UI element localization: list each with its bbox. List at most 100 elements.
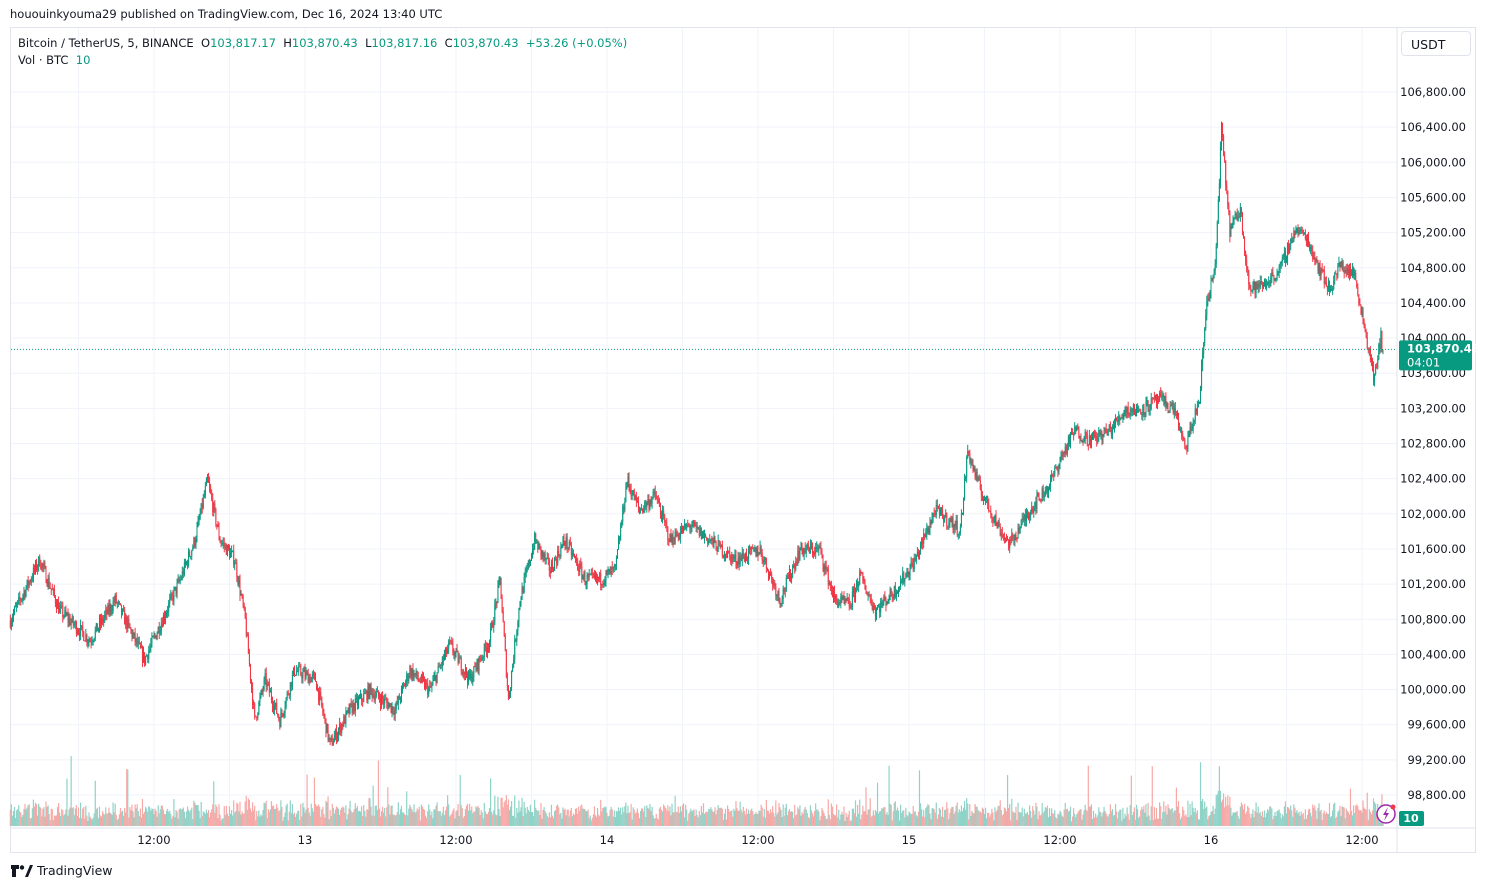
candle: [1258, 280, 1260, 293]
candle: [915, 554, 917, 565]
candle-body: [1153, 397, 1155, 399]
candle: [1121, 414, 1123, 419]
candle-body: [1232, 220, 1234, 225]
candle: [90, 636, 92, 649]
candle-body: [580, 563, 582, 567]
candle-body: [644, 501, 646, 509]
candle: [994, 514, 996, 527]
candle-body: [624, 502, 626, 511]
candle: [934, 510, 936, 518]
volume-bar: [140, 817, 143, 826]
volume-bar: [562, 807, 564, 826]
candle: [1191, 423, 1193, 432]
candle-body: [821, 548, 823, 556]
candle: [280, 707, 282, 728]
currency-button[interactable]: USDT: [1401, 31, 1471, 56]
candle-body: [675, 531, 677, 537]
candle: [1077, 423, 1079, 430]
candle-body: [1092, 434, 1094, 438]
candle-body: [438, 666, 440, 668]
candle: [465, 667, 467, 679]
volume-bar: [624, 806, 626, 826]
candle: [1107, 428, 1109, 437]
candle-body: [1150, 398, 1152, 409]
candle: [1252, 281, 1254, 294]
candle-body: [1233, 218, 1235, 221]
volume-bar: [1134, 819, 1137, 826]
candle-body: [1040, 500, 1042, 502]
candle: [421, 671, 423, 684]
candle-body: [384, 698, 386, 704]
candle: [1111, 424, 1113, 440]
volume-bar: [287, 820, 289, 826]
chart-frame[interactable]: [10, 27, 1476, 853]
candle: [870, 593, 872, 606]
candle: [942, 504, 944, 520]
candle-body: [682, 528, 683, 533]
candle-body: [860, 571, 862, 573]
volume-bar: [590, 820, 592, 826]
volume-bar: [348, 808, 350, 826]
candle: [1079, 435, 1081, 444]
candle-body: [74, 622, 76, 625]
candle-body: [502, 611, 504, 623]
volume-bar: [522, 816, 524, 826]
candle: [797, 545, 799, 567]
candle: [1209, 290, 1211, 302]
candle: [234, 559, 236, 571]
volume-bar: [1085, 809, 1087, 826]
candle: [95, 622, 97, 633]
symbol-label[interactable]: Bitcoin / TetherUS, 5, BINANCE: [18, 36, 194, 50]
candle: [857, 578, 859, 591]
candle: [1129, 406, 1131, 420]
volume-bar: [1217, 790, 1219, 826]
candle-body: [402, 685, 404, 688]
candle-body: [389, 703, 391, 705]
candle: [513, 654, 515, 668]
candle-body: [921, 539, 923, 543]
volume-label[interactable]: Vol · BTC: [18, 53, 69, 67]
candle-body: [133, 632, 135, 635]
candle-body: [409, 667, 411, 677]
candle-body: [123, 609, 125, 611]
candle: [654, 485, 656, 501]
candle: [1015, 531, 1017, 541]
candle: [1120, 417, 1122, 421]
candle: [285, 697, 287, 710]
candle-body: [705, 534, 707, 538]
candle: [406, 671, 408, 688]
volume-bar: [1206, 806, 1208, 826]
candle-body: [239, 580, 241, 595]
candle: [885, 596, 887, 612]
candle: [279, 716, 281, 730]
volume-bar: [478, 807, 480, 826]
candle: [223, 537, 225, 553]
volume-bar: [622, 807, 624, 826]
volume-bar: [1263, 810, 1266, 826]
candle-body: [367, 685, 369, 701]
candle: [1073, 432, 1075, 441]
volume-bar: [99, 815, 102, 826]
candle-body: [1016, 537, 1018, 539]
volume-bar: [808, 818, 810, 826]
candle-body: [985, 498, 987, 500]
candle: [411, 668, 413, 682]
volume-bar: [758, 810, 760, 826]
volume-bar: [109, 812, 111, 826]
candle: [212, 493, 214, 517]
candle-body: [890, 588, 892, 596]
candle-body: [343, 716, 345, 727]
candle-body: [116, 602, 118, 604]
candle-body: [451, 641, 453, 644]
candle: [1153, 391, 1155, 403]
candle: [261, 688, 263, 695]
candle-body: [700, 528, 702, 539]
candle-body: [1201, 365, 1203, 389]
candle: [81, 625, 83, 631]
candle: [1175, 410, 1177, 419]
candle-body: [704, 534, 706, 538]
candle-body: [71, 616, 73, 622]
candle: [422, 672, 424, 682]
volume-bar: [245, 795, 247, 826]
